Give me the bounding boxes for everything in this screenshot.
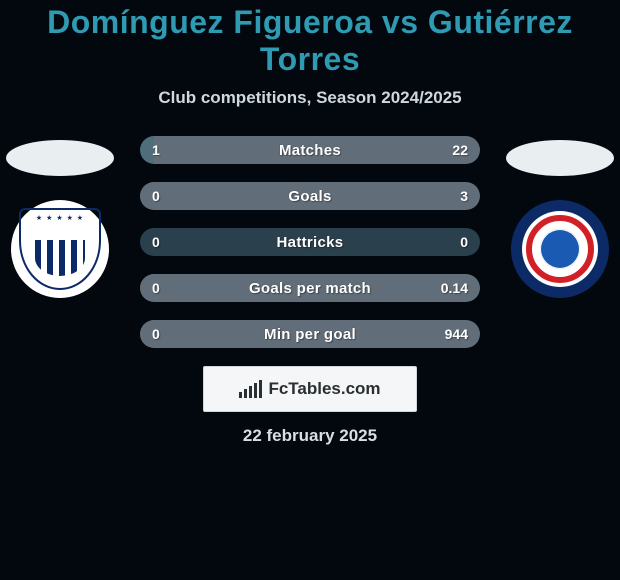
right-club-badge [511, 200, 609, 298]
stat-value-right: 3 [460, 188, 468, 204]
stat-row: 0 Hattricks 0 [140, 228, 480, 256]
comparison-title: Domínguez Figueroa vs Gutiérrez Torres [0, 4, 620, 78]
left-player-column: ★ ★ ★ ★ ★ [6, 136, 114, 298]
stat-value-left: 0 [152, 326, 160, 342]
right-player-avatar [506, 140, 614, 176]
stat-value-left: 0 [152, 188, 160, 204]
stat-value-right: 0.14 [441, 280, 468, 296]
stat-row: 0 Min per goal 944 [140, 320, 480, 348]
stat-label: Hattricks [277, 234, 344, 251]
left-player-avatar [6, 140, 114, 176]
stat-value-right: 22 [452, 142, 468, 158]
right-player-column [506, 136, 614, 298]
stat-label: Min per goal [264, 326, 356, 343]
brand-box: FcTables.com [203, 366, 417, 412]
brand-bar-icon [244, 389, 247, 398]
stat-value-right: 0 [460, 234, 468, 250]
vs-separator: vs [382, 4, 419, 40]
stat-value-left: 0 [152, 234, 160, 250]
brand-bar-icon [254, 383, 257, 398]
stat-row: 0 Goals 3 [140, 182, 480, 210]
stat-value-left: 1 [152, 142, 160, 158]
stat-label: Goals per match [249, 280, 371, 297]
stat-label: Goals [288, 188, 331, 205]
stat-label: Matches [279, 142, 341, 159]
brand-text: FcTables.com [268, 379, 380, 399]
stat-rows-list: 1 Matches 22 0 Goals 3 0 Hattricks 0 0 Goals per m… [140, 136, 480, 348]
badge-stripes-icon [35, 240, 85, 276]
stat-value-left: 0 [152, 280, 160, 296]
brand-bar-icon [249, 386, 252, 398]
stats-area: ★ ★ ★ ★ ★ 1 Matches 22 0 Goals 3 0 Hattricks 0 0 G… [0, 136, 620, 348]
player-left-name: Domínguez Figueroa [47, 4, 372, 40]
subtitle-text: Club competitions, Season 2024/2025 [0, 88, 620, 108]
stat-value-right: 944 [445, 326, 468, 342]
brand-bar-icon [239, 392, 242, 398]
stat-row: 0 Goals per match 0.14 [140, 274, 480, 302]
left-club-badge: ★ ★ ★ ★ ★ [11, 200, 109, 298]
comparison-date: 22 february 2025 [0, 426, 620, 446]
stat-row: 1 Matches 22 [140, 136, 480, 164]
badge-ring-icon [526, 215, 594, 283]
badge-stars-icon: ★ ★ ★ ★ ★ [36, 214, 84, 222]
brand-bar-icon [259, 380, 262, 398]
brand-bars-icon [239, 380, 262, 398]
